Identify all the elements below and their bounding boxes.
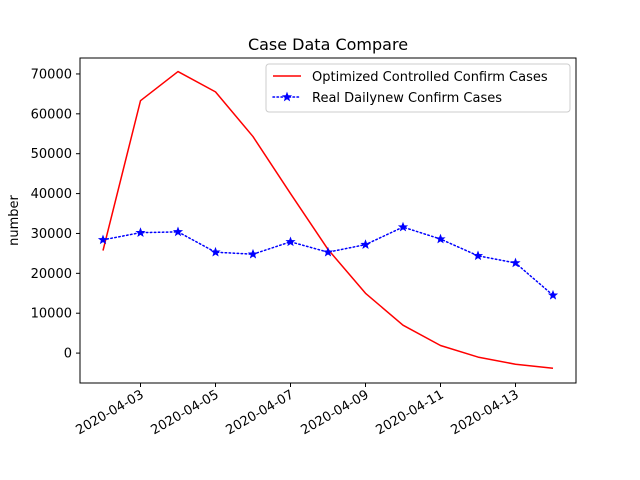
x-tick-label: 2020-04-09 <box>299 387 372 438</box>
y-axis: 0 10000 20000 30000 40000 50000 60000 70000 <box>31 67 80 362</box>
data-point-marker <box>510 257 521 268</box>
legend-label-optimized: Optimized Controlled Confirm Cases <box>312 70 548 85</box>
x-tick-label: 2020-04-07 <box>224 387 297 438</box>
y-axis-label: number <box>7 194 22 245</box>
y-tick-label: 0 <box>64 347 72 362</box>
data-point-marker <box>360 239 371 249</box>
chart-title: Case Data Compare <box>248 35 408 54</box>
y-tick-label: 30000 <box>31 227 72 242</box>
series-line-1 <box>102 226 554 297</box>
x-tick-label: 2020-04-05 <box>149 387 222 438</box>
data-point-marker <box>397 221 409 232</box>
series-layer <box>97 70 559 369</box>
x-tick-label: 2020-04-11 <box>374 387 447 438</box>
data-point-marker <box>210 246 221 257</box>
legend-marker-real <box>281 91 293 102</box>
legend-label-real: Real Dailynew Confirm Cases <box>312 91 502 106</box>
y-tick-label: 20000 <box>31 267 72 282</box>
data-point-marker <box>472 250 484 261</box>
data-point-marker <box>285 236 296 247</box>
y-tick-label: 70000 <box>31 67 72 82</box>
data-point-marker <box>97 234 109 245</box>
data-point-marker <box>247 248 259 259</box>
legend: Optimized Controlled Confirm Cases Real … <box>265 63 571 113</box>
y-tick-label: 40000 <box>31 187 72 202</box>
data-point-marker <box>135 227 146 237</box>
x-tick-label: 2020-04-13 <box>449 387 522 438</box>
series-line-0 <box>102 70 554 369</box>
data-point-marker <box>322 246 334 257</box>
plot-area <box>79 57 577 384</box>
y-tick-label: 60000 <box>31 107 72 122</box>
data-point-marker <box>435 233 446 244</box>
y-tick-label: 50000 <box>31 147 72 162</box>
x-axis: 2020-04-03 2020-04-05 2020-04-07 2020-04-09… <box>74 383 522 438</box>
legend-star-marker <box>281 91 293 102</box>
data-point-marker <box>172 226 184 237</box>
x-tick-label: 2020-04-03 <box>74 387 147 438</box>
y-tick-label: 10000 <box>31 307 72 322</box>
legend-box <box>265 63 571 113</box>
data-point-marker <box>547 289 559 300</box>
